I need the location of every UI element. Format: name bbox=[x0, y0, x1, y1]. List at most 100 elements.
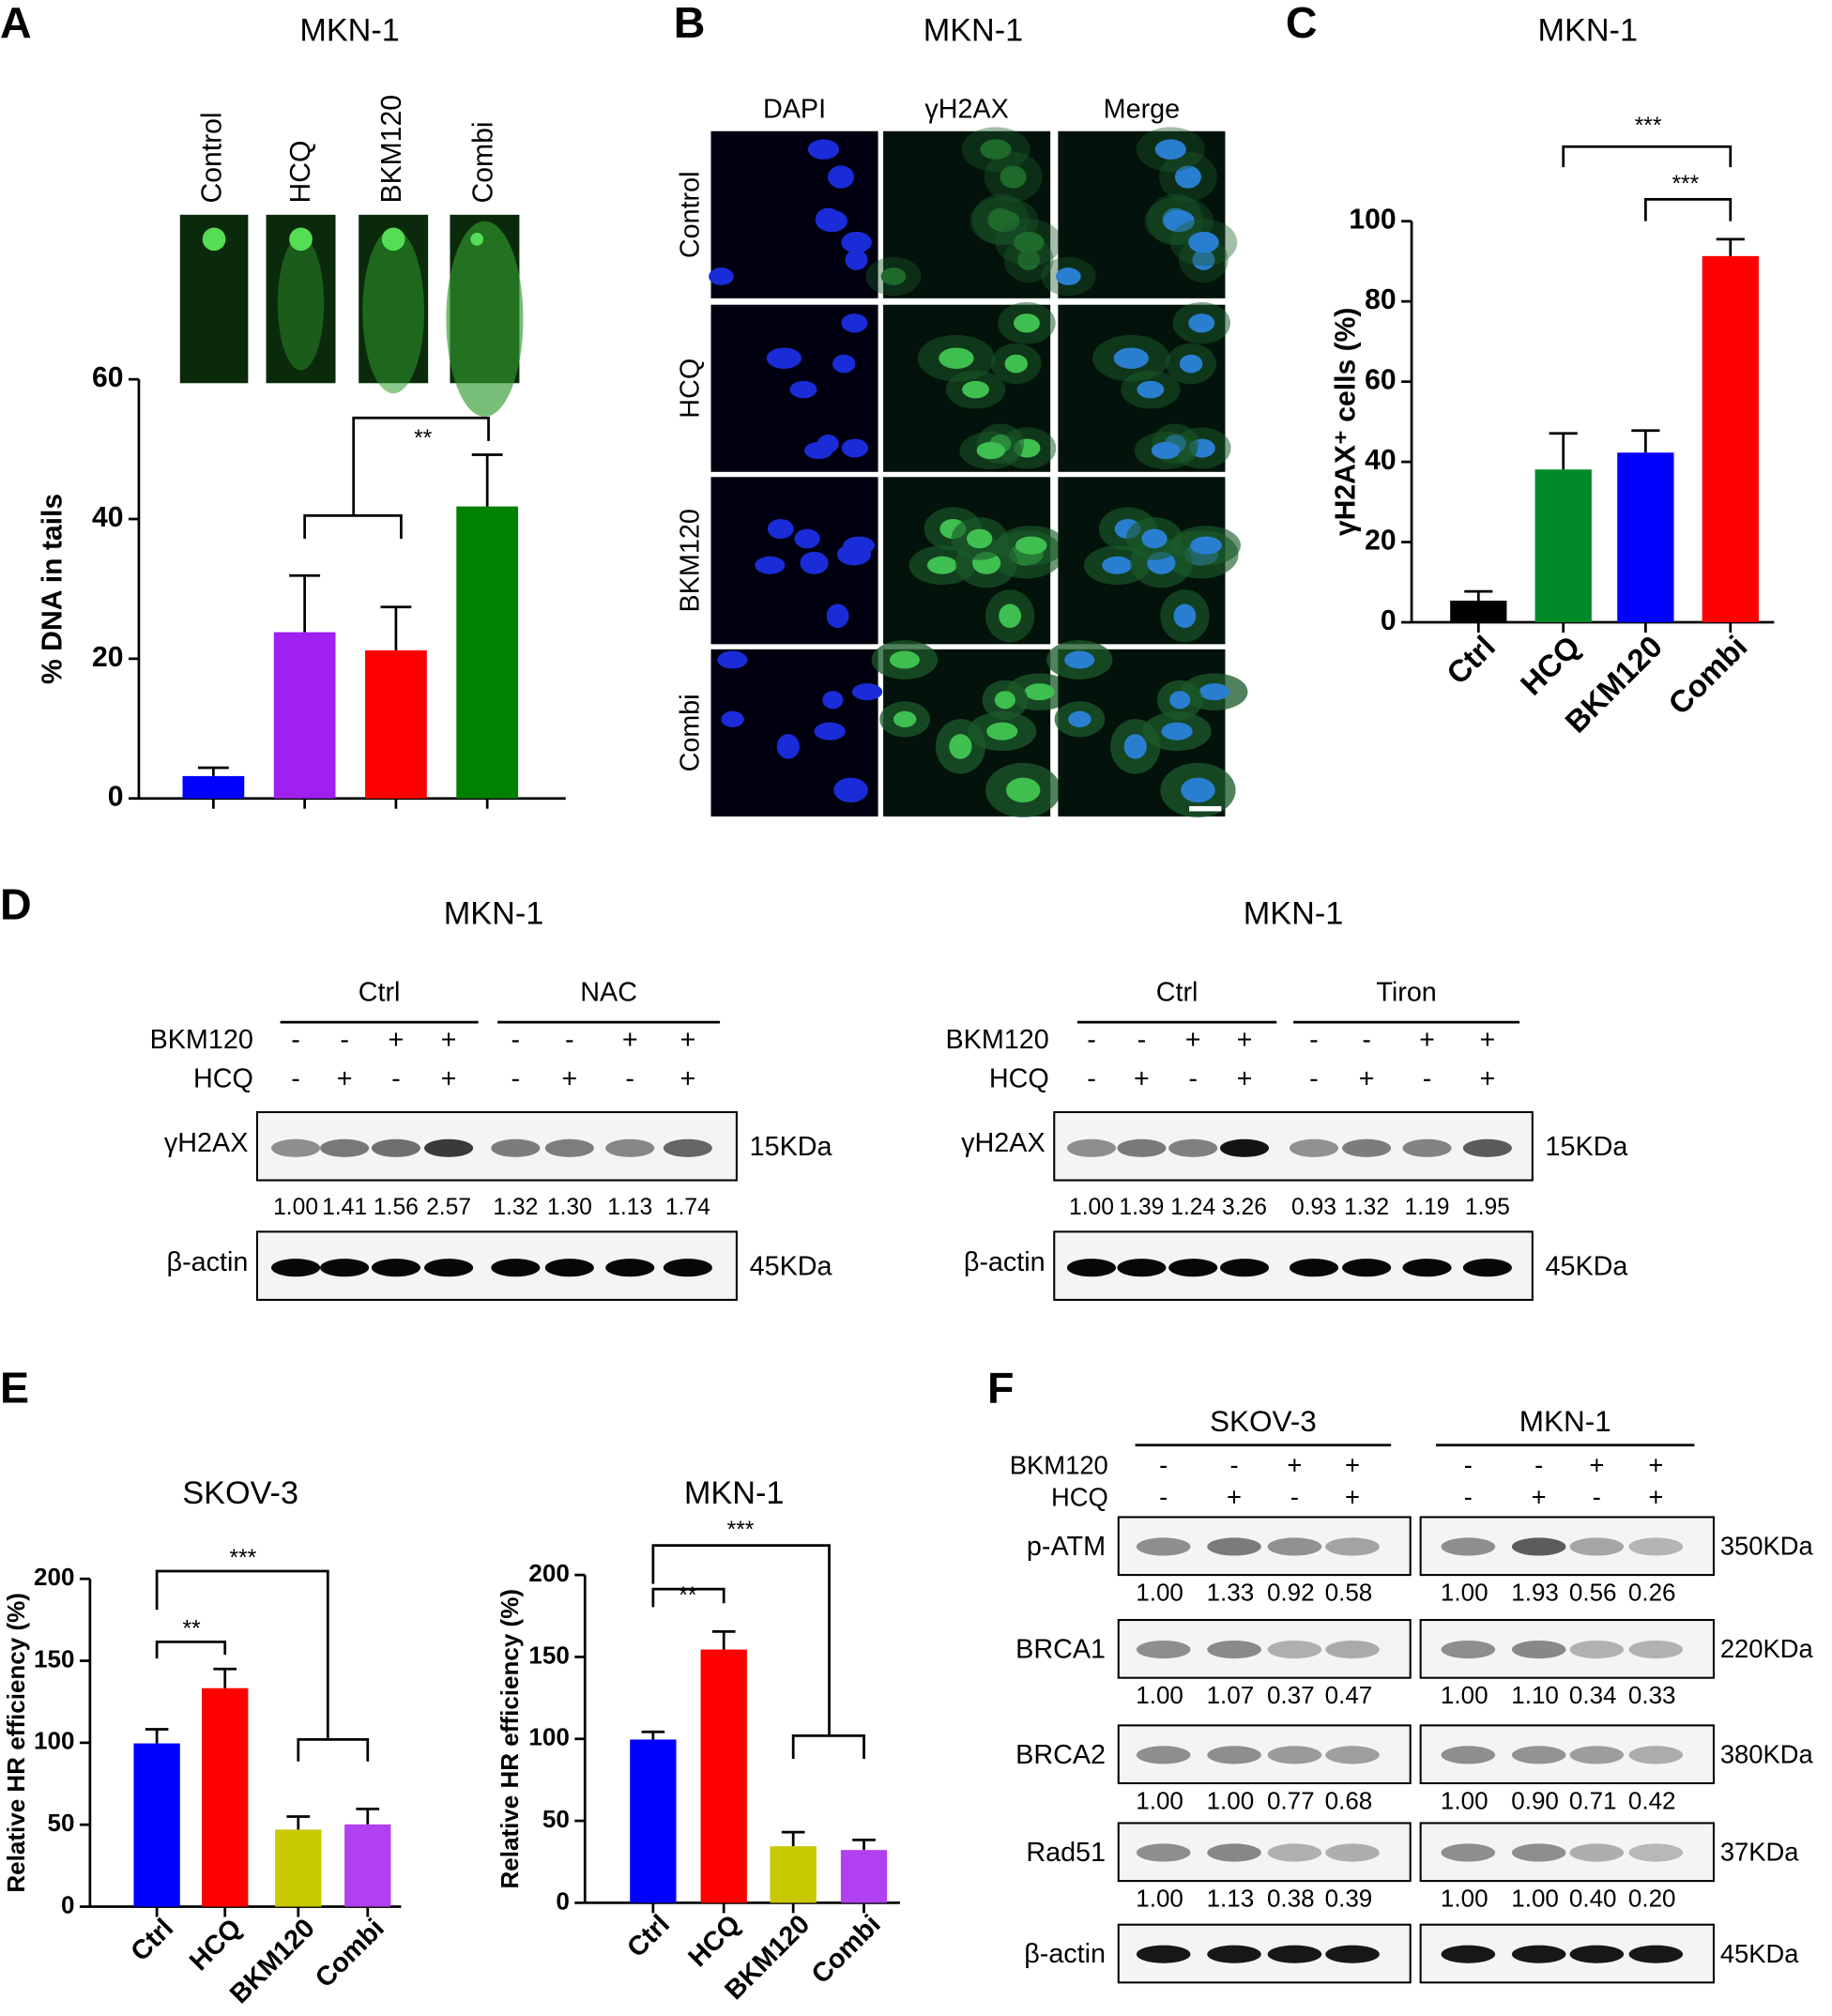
treatment-sign: - bbox=[1309, 1025, 1319, 1055]
panel-letter: C bbox=[1286, 0, 1318, 47]
blot-band bbox=[605, 1259, 655, 1277]
y-tick-label: 80 bbox=[1365, 284, 1397, 315]
y-tick-label: 0 bbox=[61, 1890, 74, 1918]
quantification: 1.13 bbox=[1207, 1885, 1255, 1913]
scale-bar bbox=[1189, 805, 1222, 812]
panel-letter: A bbox=[0, 0, 32, 47]
blot-band bbox=[1066, 1259, 1117, 1277]
treatment-sign: + bbox=[1287, 1450, 1302, 1479]
blot-band bbox=[1207, 1640, 1261, 1659]
treatment-sign: + bbox=[1479, 1063, 1495, 1093]
blot-band bbox=[1628, 1843, 1684, 1862]
nucleus bbox=[1174, 165, 1201, 189]
blot-band bbox=[1441, 1640, 1496, 1659]
treatment-label: BKM120 bbox=[150, 1025, 253, 1055]
treatment-sign: - bbox=[511, 1063, 521, 1093]
micrograph bbox=[1058, 130, 1226, 298]
nucleus bbox=[1055, 267, 1081, 285]
nucleus bbox=[721, 710, 744, 727]
treatment-label: BKM120 bbox=[945, 1025, 1048, 1055]
nucleus bbox=[1169, 691, 1191, 710]
nucleus bbox=[976, 441, 1005, 460]
nucleus bbox=[986, 722, 1018, 741]
group-label: NAC bbox=[580, 978, 637, 1008]
blot-band bbox=[424, 1138, 474, 1157]
category-label: HCQ bbox=[682, 1909, 746, 1973]
blot bbox=[1117, 1516, 1412, 1577]
blot-band bbox=[1136, 1746, 1191, 1764]
quantification: 0.38 bbox=[1267, 1885, 1315, 1913]
quantification: 0.90 bbox=[1511, 1786, 1559, 1814]
quantification: 1.00 bbox=[1441, 1579, 1488, 1607]
quantification: 1.24 bbox=[1170, 1195, 1215, 1220]
micrograph bbox=[883, 130, 1051, 298]
category-label: BKM120 bbox=[376, 95, 407, 204]
nucleus bbox=[1151, 441, 1181, 460]
bar bbox=[770, 1846, 817, 1903]
treatment-sign: - bbox=[1362, 1025, 1371, 1055]
y-tick-label: 200 bbox=[34, 1563, 74, 1591]
significance-bracket bbox=[1644, 198, 1733, 221]
error-bar bbox=[1549, 432, 1578, 470]
row-label: BKM120 bbox=[676, 509, 706, 612]
protein-label: β-actin bbox=[964, 1247, 1046, 1277]
category-label: Ctrl bbox=[125, 1913, 179, 1967]
blot-band bbox=[1267, 1537, 1322, 1556]
category-label: Combi bbox=[467, 121, 498, 203]
error-bar bbox=[356, 1808, 380, 1825]
error-bar bbox=[1631, 429, 1660, 453]
blot-band bbox=[1441, 1945, 1496, 1963]
nucleus bbox=[1161, 722, 1193, 741]
treatment-sign: - bbox=[1087, 1025, 1096, 1055]
bar bbox=[630, 1739, 677, 1903]
comet-head bbox=[470, 232, 484, 246]
significance-bracket bbox=[297, 1738, 370, 1762]
blot-band bbox=[1267, 1843, 1322, 1862]
significance-bracket bbox=[651, 1544, 831, 1736]
nucleus bbox=[926, 556, 957, 574]
y-axis-label: γH2AX⁺ cells (%) bbox=[1331, 308, 1362, 537]
blot-band bbox=[1136, 1537, 1191, 1556]
significance-label: ** bbox=[679, 1583, 697, 1609]
blot bbox=[1419, 1619, 1716, 1679]
panel-letter: B bbox=[674, 0, 706, 47]
quantification: 1.74 bbox=[665, 1195, 710, 1220]
y-tick-label: 40 bbox=[1365, 445, 1397, 476]
quantification: 1.32 bbox=[1344, 1195, 1389, 1220]
comet-tail bbox=[277, 237, 325, 371]
quantification: 1.30 bbox=[547, 1195, 592, 1220]
bar bbox=[275, 1829, 322, 1907]
y-tick-label: 100 bbox=[528, 1723, 569, 1751]
blot-band bbox=[1066, 1138, 1117, 1157]
quantification: 1.00 bbox=[1136, 1786, 1183, 1814]
quantification: 0.71 bbox=[1569, 1786, 1617, 1814]
column-label: Merge bbox=[1104, 94, 1181, 124]
y-tick-label: 50 bbox=[48, 1809, 75, 1837]
panel-letter: F bbox=[987, 1364, 1014, 1413]
blot-band bbox=[1136, 1843, 1191, 1862]
quantification: 1.00 bbox=[273, 1195, 318, 1220]
nucleus bbox=[794, 528, 820, 549]
error-bar bbox=[286, 1815, 311, 1830]
blot-band bbox=[1289, 1259, 1338, 1277]
quantification: 1.32 bbox=[493, 1195, 538, 1220]
nucleus bbox=[826, 603, 849, 628]
group-label: Tiron bbox=[1376, 978, 1436, 1008]
y-tick-label: 0 bbox=[108, 782, 124, 813]
significance-label: ** bbox=[183, 1617, 202, 1642]
nucleus bbox=[827, 165, 855, 189]
y-axis-label: % DNA in tails bbox=[37, 494, 68, 684]
treatment-sign: - bbox=[391, 1063, 401, 1093]
nucleus bbox=[1113, 347, 1149, 369]
blot-band bbox=[1462, 1259, 1512, 1277]
significance-bracket bbox=[791, 1733, 865, 1759]
treatment-sign: + bbox=[1359, 1063, 1375, 1093]
treatment-sign: - bbox=[1423, 1063, 1432, 1093]
nucleus bbox=[709, 267, 734, 285]
chart-title: MKN-1 bbox=[684, 1475, 785, 1511]
significance-label: ** bbox=[414, 426, 433, 451]
blot-band bbox=[1325, 1945, 1380, 1963]
panel-title: MKN-1 bbox=[444, 895, 544, 931]
treatment-sign: + bbox=[622, 1025, 638, 1055]
treatment-sign: + bbox=[337, 1063, 353, 1093]
